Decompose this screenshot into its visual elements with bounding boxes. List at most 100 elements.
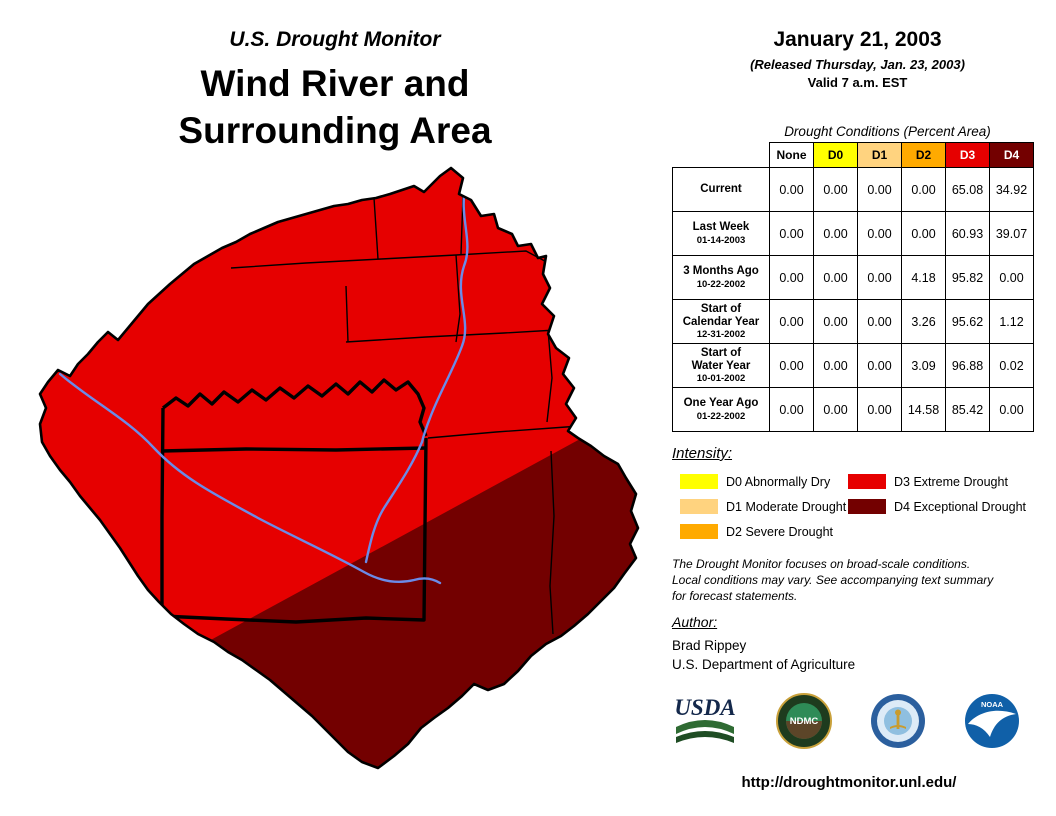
author-org: U.S. Department of Agriculture bbox=[672, 657, 856, 672]
table-cell: 0.00 bbox=[857, 167, 902, 212]
row-label: Start of Water Year 10-01-2002 bbox=[672, 343, 770, 388]
table-cell: 4.18 bbox=[901, 255, 946, 300]
table-cell: 0.00 bbox=[901, 211, 946, 256]
basin-outline bbox=[38, 166, 640, 770]
table-cell: 0.00 bbox=[989, 255, 1034, 300]
usda-swoosh-bottom bbox=[676, 731, 734, 743]
table-cell: 0.00 bbox=[857, 211, 902, 256]
legend-item-d3: D3 Extreme Drought bbox=[848, 469, 1026, 494]
table-cell: 95.62 bbox=[945, 299, 990, 344]
noaa-logo: NOAA bbox=[965, 694, 1019, 748]
valid-time: Valid 7 a.m. EST bbox=[807, 75, 908, 90]
table-cell: 96.88 bbox=[945, 343, 990, 388]
row-label: Current bbox=[672, 167, 770, 212]
legend-item-d1: D1 Moderate Drought bbox=[680, 494, 846, 519]
table-cell: 0.00 bbox=[989, 387, 1034, 432]
table-cell: 0.00 bbox=[769, 255, 814, 300]
col-header-d2: D2 bbox=[901, 142, 946, 168]
table-cell: 0.00 bbox=[769, 211, 814, 256]
ndmc-logo-text: NDMC bbox=[790, 716, 819, 727]
table-header-row: None D0 D1 D2 D3 D4 bbox=[672, 142, 1034, 168]
brand-title: U.S. Drought Monitor bbox=[229, 28, 441, 51]
table-row-current: Current 0.00 0.00 0.00 0.00 65.08 34.92 bbox=[672, 167, 1034, 212]
reservation-boundary bbox=[160, 378, 428, 624]
legend-label: D2 Severe Drought bbox=[726, 524, 834, 539]
col-header-d0: D0 bbox=[813, 142, 858, 168]
table-row-start-water-year: Start of Water Year 10-01-2002 0.00 0.00… bbox=[672, 343, 1034, 388]
table-cell: 0.00 bbox=[857, 387, 902, 432]
table-cell: 0.00 bbox=[813, 343, 858, 388]
table-cell: 95.82 bbox=[945, 255, 990, 300]
d1-swatch bbox=[680, 499, 718, 514]
usda-swoosh-top bbox=[676, 720, 734, 734]
release-date: (Released Thursday, Jan. 23, 2003) bbox=[750, 57, 965, 72]
legend-item-d0: D0 Abnormally Dry bbox=[680, 469, 846, 494]
row-label: Last Week 01-14-2003 bbox=[672, 211, 770, 256]
col-header-d1: D1 bbox=[857, 142, 902, 168]
commerce-seal-logo bbox=[871, 694, 925, 748]
commerce-torch-emblem bbox=[890, 709, 906, 729]
date-block: January 21, 2003 (Released Thursday, Jan… bbox=[700, 28, 1015, 90]
table-cell: 0.00 bbox=[813, 211, 858, 256]
table-caption: Drought Conditions (Percent Area) bbox=[784, 124, 991, 139]
table-cell: 65.08 bbox=[945, 167, 990, 212]
legend-column-right: D3 Extreme Drought D4 Exceptional Drough… bbox=[848, 469, 1026, 519]
d4-swatch bbox=[848, 499, 886, 514]
d2-swatch bbox=[680, 524, 718, 539]
map-date: January 21, 2003 bbox=[773, 28, 942, 51]
county-boundaries bbox=[230, 195, 635, 635]
disclaimer-text: The Drought Monitor focuses on broad-sca… bbox=[672, 557, 994, 604]
ndmc-globe-bottom bbox=[786, 721, 822, 739]
table-cell: 0.00 bbox=[813, 255, 858, 300]
table-cell: 0.00 bbox=[769, 167, 814, 212]
legend-label: D3 Extreme Drought bbox=[894, 474, 1008, 489]
table-cell: 3.26 bbox=[901, 299, 946, 344]
table-cell: 0.00 bbox=[769, 299, 814, 344]
table-cell: 0.00 bbox=[813, 387, 858, 432]
table-row-start-calendar-year: Start of Calendar Year 12-31-2002 0.00 0… bbox=[672, 299, 1034, 344]
footer-url[interactable]: http://droughtmonitor.unl.edu/ bbox=[741, 774, 957, 791]
usda-logo-text: USDA bbox=[674, 695, 735, 720]
title-block: U.S. Drought Monitor Wind River and Surr… bbox=[90, 28, 580, 155]
d3-swatch bbox=[848, 474, 886, 489]
table-cell: 0.00 bbox=[857, 299, 902, 344]
d0-swatch bbox=[680, 474, 718, 489]
table-cell: 3.09 bbox=[901, 343, 946, 388]
legend-label: D0 Abnormally Dry bbox=[726, 474, 831, 489]
usda-logo: USDA bbox=[674, 695, 736, 743]
col-header-none: None bbox=[769, 142, 814, 168]
table-cell: 0.00 bbox=[901, 167, 946, 212]
table-cell: 14.58 bbox=[901, 387, 946, 432]
row-label: Start of Calendar Year 12-31-2002 bbox=[672, 299, 770, 344]
table-cell: 85.42 bbox=[945, 387, 990, 432]
ndmc-logo: NDMC bbox=[776, 693, 832, 749]
table-corner-cell bbox=[672, 142, 770, 168]
drought-map bbox=[38, 166, 640, 770]
table-cell: 39.07 bbox=[989, 211, 1034, 256]
table-cell: 0.00 bbox=[769, 343, 814, 388]
page-title: Wind River and Surrounding Area bbox=[90, 60, 580, 155]
legend-item-d2: D2 Severe Drought bbox=[680, 519, 846, 544]
table-cell: 0.00 bbox=[857, 255, 902, 300]
author-heading: Author: bbox=[672, 614, 718, 630]
table-cell: 60.93 bbox=[945, 211, 990, 256]
noaa-bird-swoosh bbox=[968, 710, 1016, 737]
noaa-logo-text: NOAA bbox=[981, 700, 1004, 709]
row-label: 3 Months Ago 10-22-2002 bbox=[672, 255, 770, 300]
col-header-d4: D4 bbox=[989, 142, 1034, 168]
author-name: Brad Rippey bbox=[672, 638, 747, 653]
logos-row: USDA NDMC NOAA bbox=[672, 692, 1020, 750]
table-cell: 0.00 bbox=[857, 343, 902, 388]
drought-conditions-table: None D0 D1 D2 D3 D4 Current 0.00 0.00 0.… bbox=[672, 142, 1034, 432]
table-cell: 0.00 bbox=[813, 167, 858, 212]
legend-item-d4: D4 Exceptional Drought bbox=[848, 494, 1026, 519]
intensity-heading: Intensity: bbox=[672, 445, 733, 462]
table-cell: 1.12 bbox=[989, 299, 1034, 344]
page-title-line1: Wind River and bbox=[200, 63, 470, 104]
river-lines bbox=[58, 182, 469, 585]
table-cell: 0.00 bbox=[769, 387, 814, 432]
col-header-d3: D3 bbox=[945, 142, 990, 168]
table-row-one-year-ago: One Year Ago 01-22-2002 0.00 0.00 0.00 1… bbox=[672, 387, 1034, 432]
table-cell: 0.00 bbox=[813, 299, 858, 344]
